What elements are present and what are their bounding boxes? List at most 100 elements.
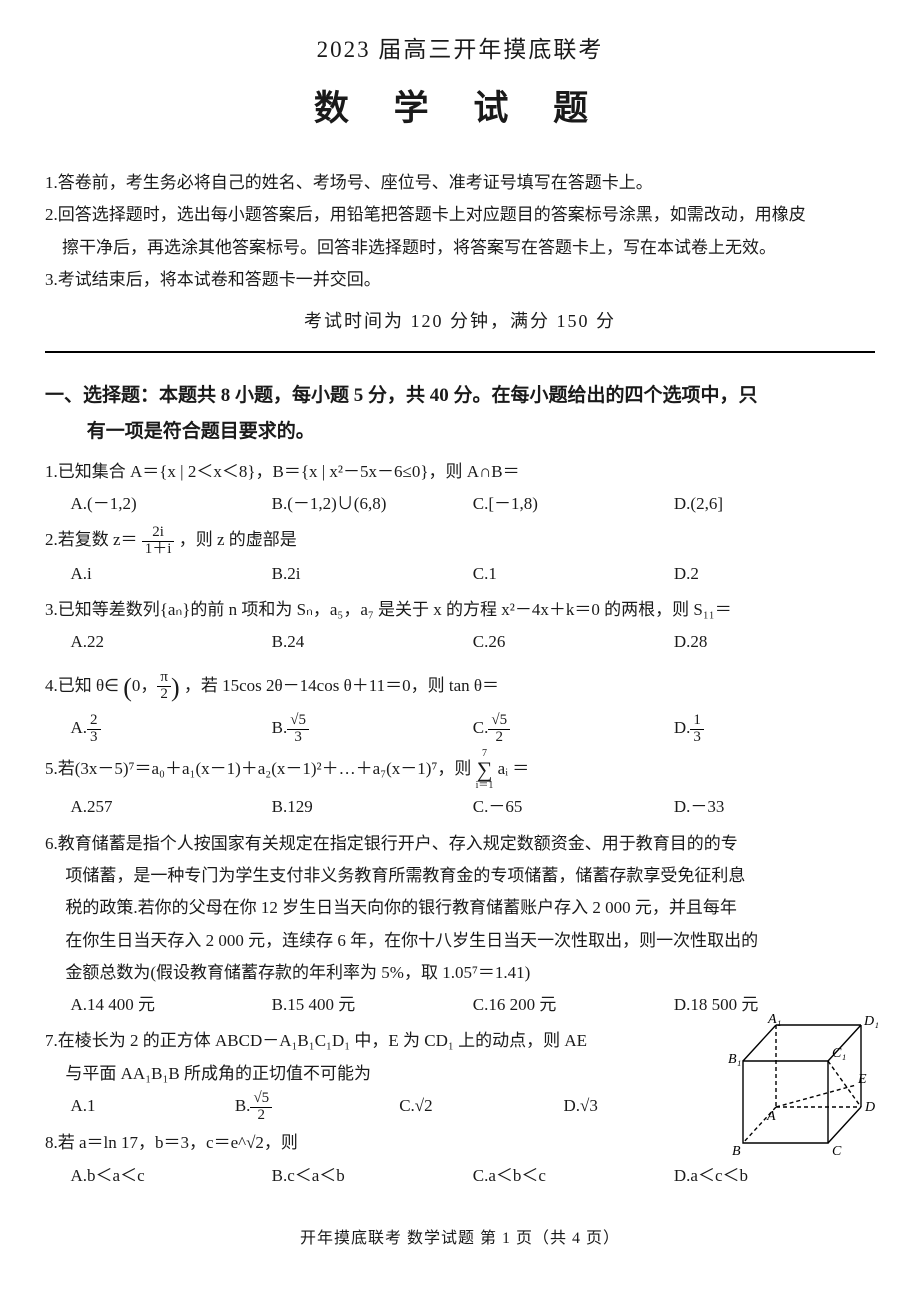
label-D: D xyxy=(864,1100,875,1115)
instruction-line: 1.答卷前，考生务必将自己的姓名、考场号、座位号、准考证号填写在答题卡上。 xyxy=(45,167,875,199)
q4-opt-a: A.23 xyxy=(71,712,272,745)
q5-stem-b: aᵢ ＝ xyxy=(498,759,530,778)
q8-opt-d: D.a＜c＜b xyxy=(674,1160,875,1192)
q4-opt-c: C.√52 xyxy=(473,712,674,745)
close-paren: ) xyxy=(171,673,180,702)
question-2: 2.若复数 z＝ 2i1＋i ，则 z 的虚部是 A.i B.2i C.1 D.… xyxy=(45,524,875,590)
frac-num: 2 xyxy=(87,713,101,730)
q6-line: 6.教育储蓄是指个人按国家有关规定在指定银行开户、存入规定数额资金、用于教育目的… xyxy=(45,834,738,853)
question-3: 3.已知等差数列{aₙ}的前 n 项和为 Sₙ，a₅，a₇ 是关于 x 的方程 … xyxy=(45,594,875,659)
q2-opt-a: A.i xyxy=(71,558,272,590)
sum-lower: i＝1 xyxy=(476,781,494,791)
frac-num: √5 xyxy=(250,1091,272,1108)
q3-opt-c: C.26 xyxy=(473,626,674,658)
q8-opt-c: C.a＜b＜c xyxy=(473,1160,674,1192)
opt-prefix: D. xyxy=(674,718,691,737)
opt-prefix: B. xyxy=(272,718,288,737)
question-6: 6.教育储蓄是指个人按国家有关规定在指定银行开户、存入规定数额资金、用于教育目的… xyxy=(45,828,875,1022)
label-C1: C₁ xyxy=(832,1046,846,1061)
q6-line: 税的政策.若你的父母在你 12 岁生日当天向你的银行教育储蓄账户存入 2 000… xyxy=(45,892,875,924)
q1-stem: 1.已知集合 A＝{x | 2＜x＜8}，B＝{x | x²－5x－6≤0}，则… xyxy=(45,456,875,488)
q1-opt-d: D.(2,6] xyxy=(674,488,875,520)
question-7: A₁ D₁ B₁ C₁ A D B C E 7.在棱长为 2 的正方体 ABCD… xyxy=(45,1025,875,1123)
sum-symbol: ∑ xyxy=(476,759,494,781)
q2-opt-c: C.1 xyxy=(473,558,674,590)
q1-opt-a: A.(－1,2) xyxy=(71,488,272,520)
instruction-line: 2.回答选择题时，选出每小题答案后，用铅笔把答题卡上对应题目的答案标号涂黑，如需… xyxy=(45,199,875,231)
label-C: C xyxy=(832,1144,842,1159)
q6-opt-b: B.15 400 元 xyxy=(272,989,473,1021)
question-5: 5.若(3x－5)⁷＝a₀＋a₁(x－1)＋a₂(x－1)²＋…＋a₇(x－1)… xyxy=(45,749,875,823)
label-D1: D₁ xyxy=(863,1014,879,1029)
q5-opt-b: B.129 xyxy=(272,791,473,823)
q2-stem: 2.若复数 z＝ 2i1＋i ，则 z 的虚部是 xyxy=(45,524,875,557)
q3-opt-a: A.22 xyxy=(71,626,272,658)
frac-den: 2 xyxy=(250,1108,272,1124)
instruction-line: 擦干净后，再选涂其他答案标号。回答非选择题时，将答案写在答题卡上，写在本试卷上无… xyxy=(45,232,875,264)
q4-stem-b: ，若 15cos 2θ－14cos θ＋11＝0，则 tan θ＝ xyxy=(184,676,499,695)
label-B: B xyxy=(732,1144,741,1159)
frac-den: 2 xyxy=(488,730,510,746)
q2-opt-d: D.2 xyxy=(674,558,875,590)
q5-opt-a: A.257 xyxy=(71,791,272,823)
q3-stem: 3.已知等差数列{aₙ}的前 n 项和为 Sₙ，a₅，a₇ 是关于 x 的方程 … xyxy=(45,594,875,626)
q2-stem-a: 2.若复数 z＝ xyxy=(45,530,138,549)
exam-time: 考试时间为 120 分钟，满分 150 分 xyxy=(45,304,875,338)
q2-fraction: 2i1＋i xyxy=(142,525,175,558)
exam-title: 数 学 试 题 xyxy=(45,76,875,143)
section-head-line1: 一、选择题：本题共 8 小题，每小题 5 分，共 40 分。在每小题给出的四个选… xyxy=(45,385,758,406)
q7-opt-d: D.√3 xyxy=(564,1090,695,1123)
q6-opt-c: C.16 200 元 xyxy=(473,989,674,1021)
pi-over-2: π2 xyxy=(157,670,171,703)
opt-prefix: A. xyxy=(71,718,88,737)
q7-line: 与平面 AA₁B₁B 所成角的正切值不可能为 xyxy=(45,1058,695,1090)
q8-opt-a: A.b＜a＜c xyxy=(71,1160,272,1192)
q4-opt-d: D.13 xyxy=(674,712,875,745)
frac-num: π xyxy=(157,670,171,687)
q2-opt-b: B.2i xyxy=(272,558,473,590)
interval-a: 0， xyxy=(132,676,158,695)
opt-prefix: C. xyxy=(473,718,489,737)
question-4: 4.已知 θ∈ (0，π2) ，若 15cos 2θ－14cos θ＋11＝0，… xyxy=(45,663,875,746)
q5-opt-d: D.－33 xyxy=(674,791,875,823)
frac-num: 2i xyxy=(142,525,175,542)
q3-opt-d: D.28 xyxy=(674,626,875,658)
q8-opt-b: B.c＜a＜b xyxy=(272,1160,473,1192)
section-1-heading: 一、选择题：本题共 8 小题，每小题 5 分，共 40 分。在每小题给出的四个选… xyxy=(45,378,875,450)
q3-opt-b: B.24 xyxy=(272,626,473,658)
opt-prefix: B. xyxy=(235,1096,251,1115)
frac-den: 3 xyxy=(690,730,704,746)
q5-stem-a: 5.若(3x－5)⁷＝a₀＋a₁(x－1)＋a₂(x－1)²＋…＋a₇(x－1)… xyxy=(45,759,476,778)
frac-den: 2 xyxy=(157,687,171,703)
q4-opt-b: B.√53 xyxy=(272,712,473,745)
divider xyxy=(45,351,875,353)
frac-den: 3 xyxy=(287,730,309,746)
frac-den: 3 xyxy=(87,730,101,746)
q4-stem-a: 4.已知 θ∈ xyxy=(45,676,119,695)
frac-num: √5 xyxy=(488,713,510,730)
cube-diagram: A₁ D₁ B₁ C₁ A D B C E xyxy=(708,1013,883,1163)
q7-opt-b: B.√52 xyxy=(235,1090,399,1123)
instructions-block: 1.答卷前，考生务必将自己的姓名、考场号、座位号、准考证号填写在答题卡上。 2.… xyxy=(45,167,875,296)
q7-opt-c: C.√2 xyxy=(399,1090,563,1123)
q7-opt-a: A.1 xyxy=(71,1090,235,1123)
instruction-line: 3.考试结束后，将本试卷和答题卡一并交回。 xyxy=(45,264,875,296)
label-A1: A₁ xyxy=(767,1013,781,1027)
summation-icon: 7 ∑ i＝1 xyxy=(476,749,494,791)
q6-line: 在你生日当天存入 2 000 元，连续存 6 年，在你十八岁生日当天一次性取出，… xyxy=(45,925,875,957)
frac-num: 1 xyxy=(690,713,704,730)
exam-header-sub: 2023 届高三开年摸底联考 xyxy=(45,28,875,72)
q6-stem: 6.教育储蓄是指个人按国家有关规定在指定银行开户、存入规定数额资金、用于教育目的… xyxy=(45,828,875,989)
open-paren: ( xyxy=(123,673,132,702)
page-footer: 开年摸底联考 数学试题 第 1 页（共 4 页） xyxy=(45,1224,875,1254)
q5-stem: 5.若(3x－5)⁷＝a₀＋a₁(x－1)＋a₂(x－1)²＋…＋a₇(x－1)… xyxy=(45,749,875,791)
label-A: A xyxy=(766,1109,776,1124)
section-head-line2: 有一项是符合题目要求的。 xyxy=(45,414,875,450)
q4-stem: 4.已知 θ∈ (0，π2) ，若 15cos 2θ－14cos θ＋11＝0，… xyxy=(45,663,875,712)
question-1: 1.已知集合 A＝{x | 2＜x＜8}，B＝{x | x²－5x－6≤0}，则… xyxy=(45,456,875,521)
frac-den: 1＋i xyxy=(142,542,175,558)
q1-opt-b: B.(－1,2)∪(6,8) xyxy=(272,488,473,520)
q5-opt-c: C.－65 xyxy=(473,791,674,823)
q6-opt-a: A.14 400 元 xyxy=(71,989,272,1021)
q1-opt-c: C.[－1,8) xyxy=(473,488,674,520)
